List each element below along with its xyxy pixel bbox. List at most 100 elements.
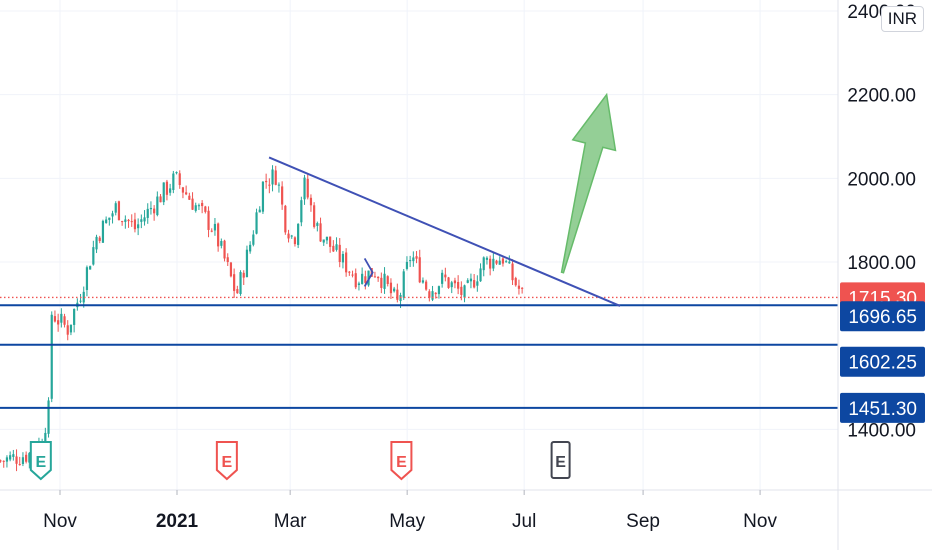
candle xyxy=(447,276,450,289)
candle xyxy=(89,265,92,270)
candle xyxy=(220,238,223,249)
y-tick-label: 2200.00 xyxy=(847,86,916,107)
candle xyxy=(457,275,460,295)
candle xyxy=(274,165,277,186)
candle xyxy=(188,192,191,201)
candle xyxy=(21,452,25,467)
candle xyxy=(0,459,2,463)
candle xyxy=(466,278,469,284)
candle xyxy=(501,255,505,267)
candle xyxy=(124,215,127,229)
candle xyxy=(434,292,437,299)
candle xyxy=(290,234,293,239)
candle xyxy=(12,449,15,461)
candle xyxy=(329,236,332,253)
x-tick-label: Jul xyxy=(512,511,536,532)
candle xyxy=(197,203,201,211)
candle xyxy=(345,248,348,277)
candle xyxy=(489,255,492,276)
candle xyxy=(114,201,117,216)
candle xyxy=(332,240,335,253)
candle xyxy=(437,285,441,299)
earnings-marker[interactable]: E xyxy=(390,441,413,481)
candle xyxy=(73,308,76,333)
candle xyxy=(217,222,220,252)
candle xyxy=(53,310,57,323)
candle xyxy=(300,196,303,227)
candle xyxy=(252,230,255,247)
candle xyxy=(98,235,101,244)
candle xyxy=(236,285,239,294)
candle xyxy=(153,205,156,221)
candle xyxy=(233,268,236,298)
candle xyxy=(421,277,425,284)
currency-button[interactable]: INR xyxy=(880,6,924,32)
candle xyxy=(111,210,114,224)
candle xyxy=(325,236,329,245)
candle xyxy=(127,218,130,228)
earnings-marker[interactable]: E xyxy=(215,441,238,481)
candle xyxy=(105,216,108,224)
candle xyxy=(415,251,418,264)
candle xyxy=(229,261,233,278)
earnings-marker[interactable]: E xyxy=(29,441,52,481)
candle xyxy=(444,267,447,282)
x-tick-label: Mar xyxy=(274,511,307,532)
candle xyxy=(185,185,188,196)
candle xyxy=(156,191,159,217)
candle xyxy=(261,181,265,214)
candle xyxy=(258,206,261,213)
candle xyxy=(130,214,133,227)
candle xyxy=(25,451,28,464)
candle xyxy=(239,270,242,296)
candle xyxy=(249,241,252,254)
candle xyxy=(306,172,309,200)
candle xyxy=(140,214,143,229)
candle xyxy=(60,308,63,328)
candle xyxy=(165,179,169,201)
candle xyxy=(143,210,146,226)
candle xyxy=(389,278,393,300)
candle xyxy=(361,267,364,285)
candle xyxy=(316,221,319,232)
candle xyxy=(479,263,482,282)
candle xyxy=(149,201,153,215)
candle xyxy=(383,267,386,294)
candle xyxy=(162,182,165,206)
candle xyxy=(204,205,207,214)
candle xyxy=(245,245,249,278)
candle xyxy=(172,170,175,194)
x-tick-label: May xyxy=(389,511,425,532)
candle xyxy=(117,200,121,221)
candle xyxy=(66,320,69,341)
candle xyxy=(517,279,521,295)
candle xyxy=(453,277,457,289)
candle xyxy=(226,253,229,266)
earnings-marker[interactable]: E xyxy=(550,441,571,479)
candle xyxy=(159,194,162,203)
candle xyxy=(95,234,98,254)
candle xyxy=(92,240,95,266)
candle xyxy=(63,313,66,328)
candle xyxy=(348,271,351,276)
candle xyxy=(28,451,31,469)
candle xyxy=(322,239,325,246)
candle xyxy=(133,212,137,233)
earnings-label: E xyxy=(222,454,233,471)
candle xyxy=(79,293,82,304)
candle xyxy=(2,460,5,468)
candle xyxy=(146,203,149,224)
candle xyxy=(354,268,357,290)
candle xyxy=(485,256,489,265)
candle xyxy=(521,287,524,294)
candle xyxy=(69,324,73,336)
candle xyxy=(255,208,258,235)
x-tick-label: Sep xyxy=(626,511,660,532)
candle xyxy=(303,174,306,205)
price-tag-text: 1451.30 xyxy=(848,399,917,420)
candle xyxy=(223,239,226,262)
candlestick-series xyxy=(0,165,524,472)
candle xyxy=(373,271,377,278)
